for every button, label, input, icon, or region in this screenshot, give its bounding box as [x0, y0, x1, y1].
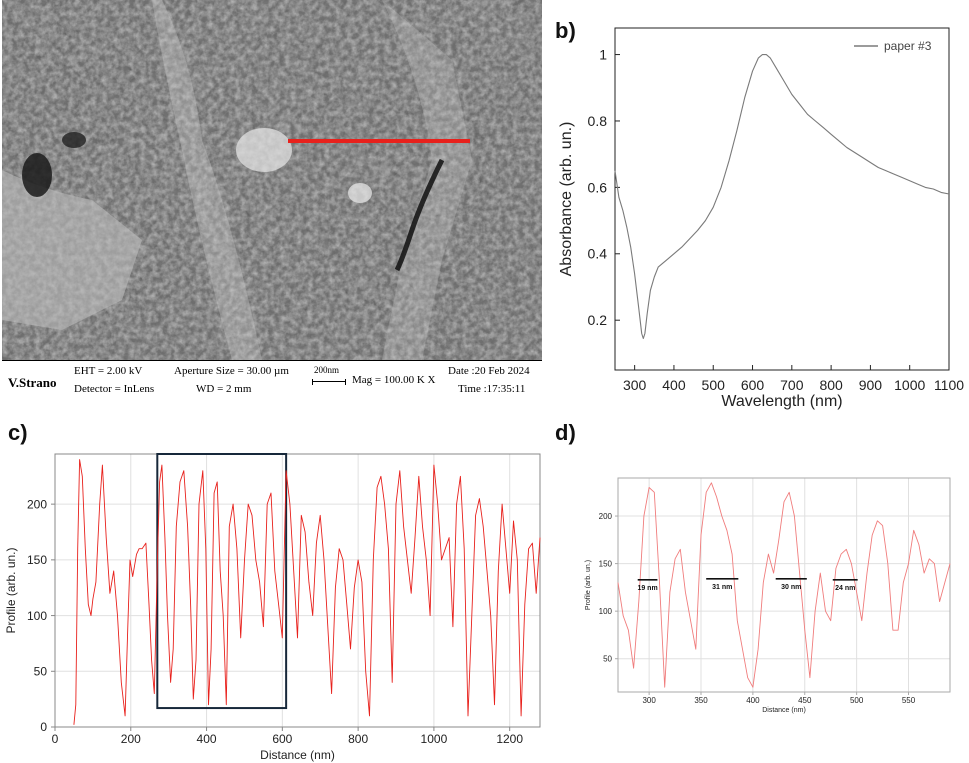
y-tick-label: 0 — [40, 720, 47, 734]
sem-eht: EHT = 2.00 kV — [74, 365, 143, 377]
x-tick-label: 300 — [623, 377, 647, 393]
x-tick-label: 900 — [859, 377, 883, 393]
panel-b-label: b) — [555, 18, 576, 43]
x-tick-label: 400 — [197, 732, 217, 746]
x-tick-label: 400 — [662, 377, 686, 393]
x-tick-label: 550 — [902, 696, 916, 705]
sem-operator: V.Strano — [8, 375, 57, 390]
y-tick-label: 150 — [599, 559, 613, 568]
y-tick-label: 1 — [599, 46, 607, 62]
x-axis-label: Distance (nm) — [762, 707, 806, 714]
x-tick-label: 1200 — [496, 732, 523, 746]
x-tick-label: 1000 — [894, 377, 925, 393]
sem-time: Time :17:35:11 — [458, 383, 526, 395]
x-tick-label: 1100 — [934, 377, 964, 393]
measure-label: 19 nm — [637, 585, 657, 592]
sem-date: Date :20 Feb 2024 — [448, 365, 530, 377]
y-tick-label: 0.4 — [588, 246, 608, 262]
y-axis-label: Profile (arb. un.) — [4, 547, 18, 633]
sem-scale-bar — [312, 379, 346, 385]
plot-frame — [54, 453, 541, 728]
x-tick-label: 600 — [272, 732, 292, 746]
x-tick-label: 500 — [702, 377, 726, 393]
plot-frame — [614, 27, 950, 371]
y-tick-label: 0.8 — [588, 113, 608, 129]
y-tick-label: 100 — [599, 607, 613, 616]
x-tick-label: 400 — [746, 696, 760, 705]
sem-scale-label: 200nm — [314, 365, 340, 375]
y-tick-label: 150 — [27, 553, 47, 567]
x-tick-label: 200 — [121, 732, 141, 746]
sem-info-bar: V.Strano EHT = 2.00 kV Detector = InLens… — [2, 360, 542, 405]
x-tick-label: 700 — [780, 377, 804, 393]
profile-chart-zoom: 300 350 400 450 500 550 50 100 150 200 Distance (n… — [585, 477, 951, 714]
measure-label: 31 nm — [712, 584, 732, 591]
x-axis-label: Wavelength (nm) — [721, 393, 842, 410]
sem-wd: WD = 2 mm — [196, 383, 252, 395]
y-axis-label: Absorbance (arb. un.) — [558, 122, 575, 277]
series-line-0 — [73, 459, 541, 725]
y-tick-label: 200 — [27, 497, 47, 511]
sem-image — [2, 0, 542, 360]
x-tick-label: 0 — [52, 732, 59, 746]
measure-label: 30 nm — [781, 584, 801, 591]
x-tick-label: 600 — [741, 377, 765, 393]
x-tick-label: 450 — [798, 696, 812, 705]
profile-chart-full: 0 200 400 600 800 1000 1200 0 50 100 150 200 Distanc… — [4, 453, 541, 762]
x-tick-label: 800 — [819, 377, 843, 393]
y-tick-label: 200 — [599, 512, 613, 521]
y-tick-label: 0.6 — [588, 179, 608, 195]
sem-aperture: Aperture Size = 30.00 µm — [174, 365, 289, 377]
x-tick-label: 350 — [694, 696, 708, 705]
highlight-box — [156, 453, 288, 710]
x-tick-label: 300 — [642, 696, 656, 705]
panel-c-label: c) — [8, 420, 28, 445]
panel-d-label: d) — [555, 420, 576, 445]
measure-label: 24 nm — [835, 585, 855, 592]
y-tick-label: 50 — [603, 655, 612, 664]
y-tick-label: 100 — [27, 609, 47, 623]
series-line-0 — [617, 482, 951, 688]
sem-detector: Detector = InLens — [74, 383, 155, 395]
y-axis-label: Profile (arb. un.) — [585, 560, 592, 610]
sem-mag: Mag = 100.00 K X — [352, 374, 436, 386]
x-tick-label: 800 — [348, 732, 368, 746]
legend-label: paper #3 — [884, 39, 932, 53]
absorbance-chart: 300 400 500 600 700 800 900 1000 1100 0.2 0.4 0.6 0.… — [558, 27, 964, 410]
x-tick-label: 1000 — [421, 732, 448, 746]
y-tick-label: 0.2 — [588, 312, 608, 328]
x-axis-label: Distance (nm) — [260, 748, 335, 762]
sem-micrograph: V.Strano EHT = 2.00 kV Detector = InLens… — [2, 0, 542, 405]
x-tick-label: 500 — [850, 696, 864, 705]
series-line-0 — [614, 54, 950, 340]
y-tick-label: 50 — [34, 664, 48, 678]
